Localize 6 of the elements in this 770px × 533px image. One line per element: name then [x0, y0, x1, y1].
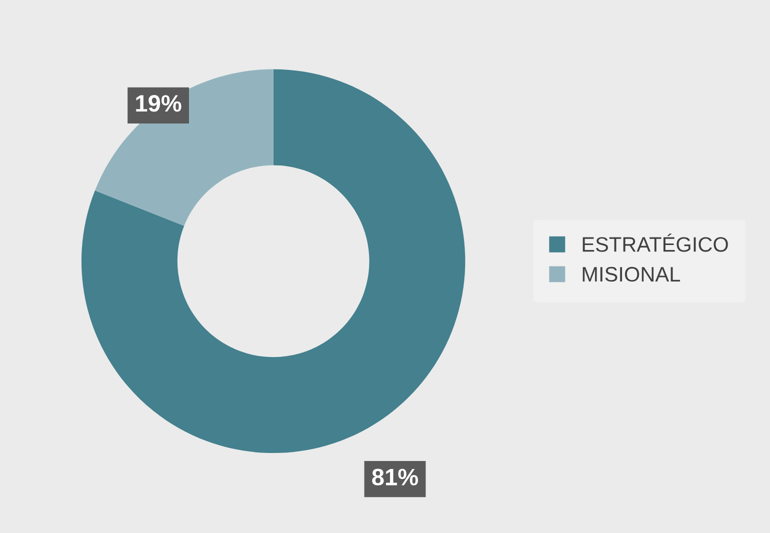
data-label: 19%	[136, 95, 182, 112]
legend-label: ESTRATÉGICO	[582, 234, 728, 252]
data-label: 81%	[372, 468, 418, 486]
donut-slice	[81, 69, 466, 454]
legend-label: MISIONAL	[582, 266, 680, 282]
donut-slice	[94, 69, 274, 226]
